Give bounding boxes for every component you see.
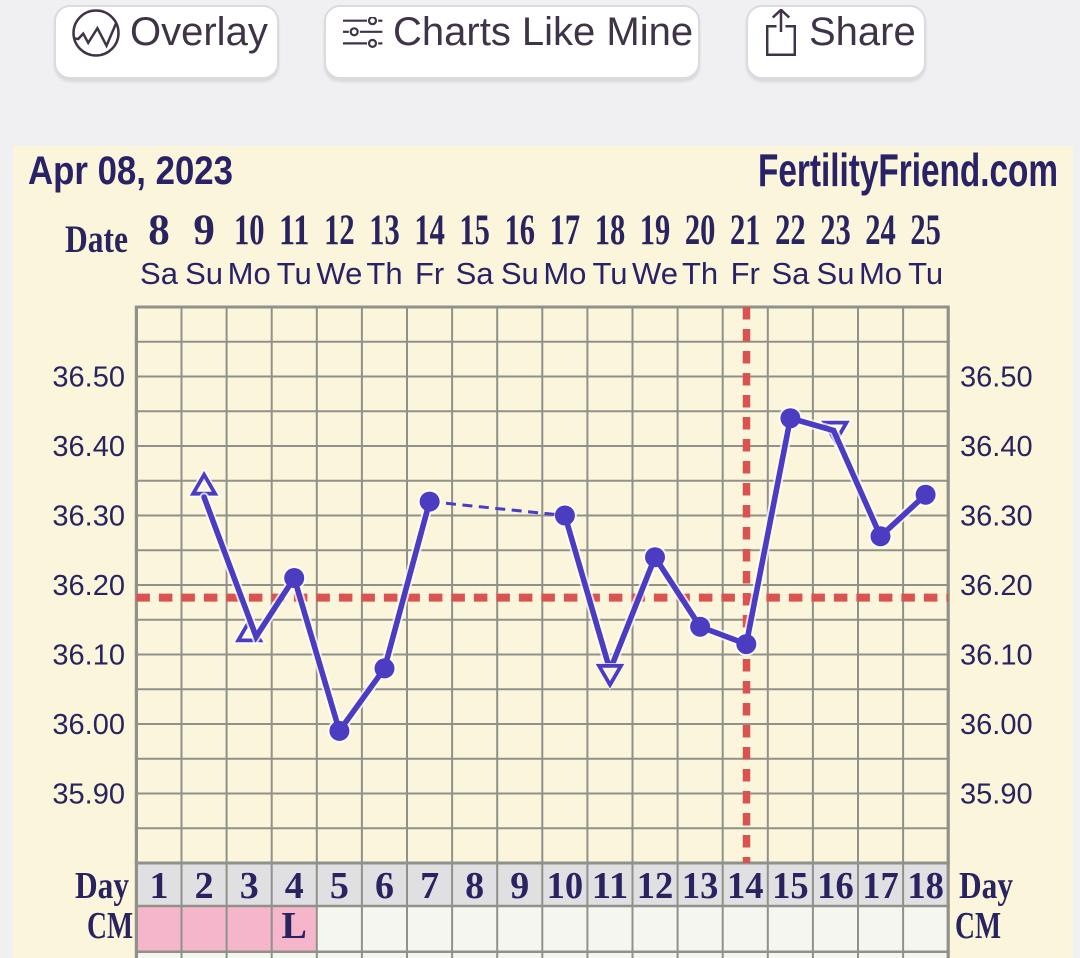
svg-text:Tu: Tu [908, 256, 943, 291]
svg-text:Sa: Sa [140, 256, 179, 291]
svg-text:9: 9 [510, 865, 529, 907]
svg-text:Mo: Mo [228, 256, 271, 291]
svg-text:15: 15 [772, 865, 809, 907]
svg-text:36.20: 36.20 [960, 570, 1033, 602]
svg-text:36.20: 36.20 [52, 570, 125, 602]
svg-text:Tu: Tu [592, 256, 627, 291]
svg-text:36.40: 36.40 [960, 431, 1033, 463]
svg-text:Sa: Sa [771, 256, 810, 291]
svg-text:24: 24 [865, 207, 896, 254]
svg-text:Day: Day [959, 865, 1013, 907]
svg-text:18: 18 [595, 207, 626, 254]
svg-text:36.00: 36.00 [960, 709, 1033, 741]
svg-text:L: L [282, 905, 307, 947]
svg-text:20: 20 [685, 207, 716, 254]
svg-text:12: 12 [324, 207, 355, 254]
svg-text:Apr 08, 2023: Apr 08, 2023 [28, 149, 233, 193]
svg-text:9: 9 [193, 207, 215, 254]
svg-text:Sa: Sa [456, 256, 495, 291]
svg-text:19: 19 [640, 207, 671, 254]
svg-text:25: 25 [910, 207, 941, 254]
svg-text:Th: Th [366, 256, 402, 291]
svg-text:6: 6 [375, 865, 394, 907]
svg-text:Fr: Fr [731, 256, 760, 291]
svg-text:17: 17 [550, 207, 581, 254]
svg-text:36.00: 36.00 [52, 709, 125, 741]
svg-text:11: 11 [279, 207, 310, 254]
svg-text:Date: Date [65, 218, 128, 261]
svg-text:We: We [632, 256, 678, 291]
svg-text:36.40: 36.40 [52, 431, 125, 463]
svg-text:14: 14 [414, 207, 445, 254]
svg-text:36.10: 36.10 [960, 640, 1033, 672]
svg-text:14: 14 [727, 865, 764, 907]
svg-text:7: 7 [420, 865, 439, 907]
svg-text:10: 10 [234, 207, 265, 254]
svg-text:11: 11 [592, 865, 629, 907]
svg-text:21: 21 [730, 207, 761, 254]
svg-text:35.90: 35.90 [52, 779, 125, 811]
svg-text:Mo: Mo [543, 256, 586, 291]
svg-text:36.30: 36.30 [52, 501, 125, 533]
svg-text:18: 18 [907, 865, 944, 907]
svg-text:10: 10 [547, 865, 584, 907]
svg-text:Tu: Tu [277, 256, 312, 291]
svg-text:16: 16 [505, 207, 536, 254]
svg-text:17: 17 [862, 865, 899, 907]
svg-text:Mo: Mo [859, 256, 902, 291]
svg-text:Fr: Fr [415, 256, 444, 291]
svg-text:1: 1 [150, 865, 169, 907]
svg-text:12: 12 [637, 865, 674, 907]
svg-text:13: 13 [682, 865, 719, 907]
svg-text:23: 23 [820, 207, 851, 254]
svg-text:16: 16 [817, 865, 854, 907]
svg-text:Su: Su [185, 256, 223, 291]
svg-text:13: 13 [369, 207, 400, 254]
svg-text:Day: Day [75, 865, 129, 907]
svg-text:8: 8 [465, 865, 484, 907]
svg-text:We: We [316, 256, 362, 291]
svg-text:FertilityFriend.com: FertilityFriend.com [758, 144, 1058, 196]
svg-text:3: 3 [240, 865, 259, 907]
svg-text:2: 2 [195, 865, 214, 907]
svg-text:CM: CM [87, 905, 133, 947]
svg-text:4: 4 [285, 865, 304, 907]
svg-text:8: 8 [148, 207, 170, 254]
svg-text:15: 15 [459, 207, 490, 254]
svg-text:36.10: 36.10 [52, 640, 125, 672]
svg-text:Su: Su [501, 256, 539, 291]
svg-text:36.30: 36.30 [960, 501, 1033, 533]
svg-text:36.50: 36.50 [52, 362, 125, 394]
svg-text:35.90: 35.90 [960, 779, 1033, 811]
svg-text:22: 22 [775, 207, 806, 254]
svg-text:Su: Su [817, 256, 855, 291]
svg-text:CM: CM [955, 905, 1001, 947]
svg-text:36.50: 36.50 [960, 362, 1033, 394]
svg-text:Th: Th [682, 256, 718, 291]
svg-text:5: 5 [330, 865, 349, 907]
